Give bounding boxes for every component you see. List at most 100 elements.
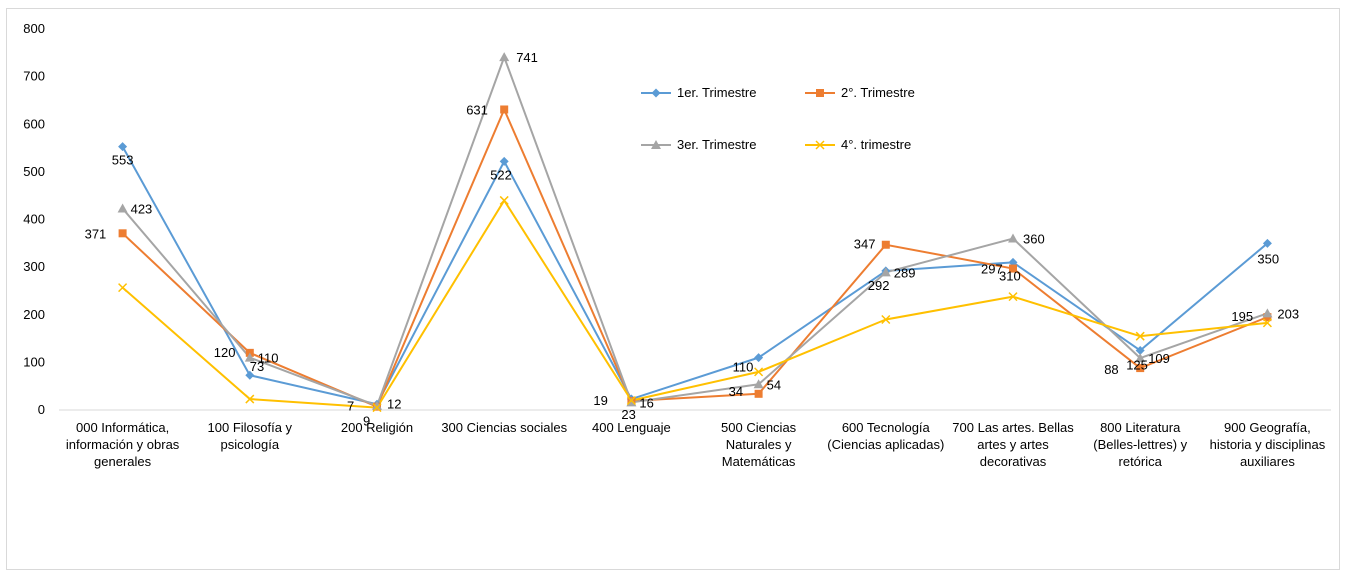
- data-point: [499, 52, 510, 62]
- x-stroke: [499, 195, 509, 205]
- data-label: 88: [1104, 362, 1118, 377]
- x-stroke: [815, 140, 825, 150]
- data-point: [372, 400, 382, 410]
- legend-item: 1er. Trimestre: [641, 85, 756, 100]
- x-stroke: [118, 283, 128, 293]
- data-label: 110: [258, 351, 279, 366]
- legend-label: 3er. Trimestre: [677, 137, 756, 152]
- y-tick-label: 300: [23, 259, 45, 274]
- data-label: 203: [1277, 306, 1299, 321]
- x-stroke: [1262, 318, 1272, 328]
- legend-marker: [651, 140, 661, 149]
- data-point: [881, 240, 890, 249]
- data-label: 73: [250, 359, 264, 374]
- x-stroke: [626, 395, 636, 406]
- data-label: 347: [854, 237, 876, 252]
- x-tick-label: 200 Religión: [341, 420, 413, 435]
- data-point: [626, 395, 636, 406]
- x-tick-label: 600 Tecnología (Ciencias aplicadas): [827, 420, 944, 452]
- data-point: [118, 283, 128, 293]
- x-tick-label: 400 Lenguaje: [592, 420, 671, 435]
- y-tick-label: 800: [23, 21, 45, 36]
- x-tick-label: 300 Ciencias sociales: [441, 420, 567, 435]
- y-tick-label: 600: [23, 116, 45, 131]
- data-label: 297: [981, 262, 1003, 277]
- data-label: 23: [621, 407, 635, 422]
- data-label: 125: [1126, 357, 1148, 372]
- series-line-2: [121, 108, 1268, 408]
- data-point: [881, 314, 891, 325]
- data-point: [754, 353, 764, 363]
- data-label: 371: [85, 226, 107, 241]
- chart-area: 0 100 200 300 400 500 600 700 800 000 Informática…: [6, 8, 1340, 570]
- legend-marker: [816, 89, 824, 97]
- data-label: 54: [767, 377, 781, 392]
- data-labels: 553 73 12 522 23 110 292 310 125 350 371 120 7 631 19 3…: [85, 50, 1300, 429]
- data-point: [245, 394, 255, 404]
- x-stroke: [1135, 331, 1145, 341]
- data-label: 522: [490, 167, 512, 182]
- series-line-1: [121, 146, 1269, 406]
- data-point: [118, 142, 128, 152]
- x-tick-label: 800 Literatura (Belles-lettres) y retórica: [1093, 420, 1187, 469]
- data-point: [754, 367, 764, 377]
- data-label: 16: [639, 395, 653, 410]
- data-point: [499, 195, 509, 205]
- data-label: 292: [868, 278, 890, 293]
- data-point: [1009, 264, 1017, 273]
- data-label: 310: [999, 268, 1021, 283]
- series-markers: [117, 52, 1273, 413]
- data-point: [244, 352, 255, 362]
- data-label: 360: [1023, 232, 1045, 247]
- data-point: [372, 403, 382, 413]
- line-chart: 0 100 200 300 400 500 600 700 800 000 Informática…: [23, 21, 1331, 469]
- data-label: 7: [347, 399, 354, 414]
- x-tick-label: 700 Las artes. Bellas artes y artes decora…: [952, 420, 1074, 469]
- data-label: 120: [214, 345, 236, 360]
- x-tick-label: 100 Filosofía y psicología: [208, 420, 293, 452]
- data-point: [753, 379, 764, 389]
- series-line-4: [121, 199, 1268, 409]
- legend-item: 4°. trimestre: [805, 137, 911, 152]
- axes: 0 100 200 300 400 500 600 700 800 000 Informática…: [23, 21, 1331, 469]
- series-lines: [121, 56, 1269, 409]
- data-label: 553: [112, 153, 134, 168]
- x-stroke: [754, 367, 764, 377]
- legend-item: 2°. Trimestre: [805, 85, 915, 100]
- legend-label: 1er. Trimestre: [677, 85, 756, 100]
- data-point: [1136, 364, 1145, 373]
- legend-label: 2°. Trimestre: [841, 85, 915, 100]
- x-stroke: [1008, 292, 1018, 302]
- data-point: [500, 105, 509, 114]
- legend: 1er. Trimestre 2°. Trimestre 3er. Trimestr…: [641, 85, 915, 152]
- y-tick-label: 100: [23, 354, 45, 369]
- data-label: 110: [733, 360, 754, 375]
- y-tick-label: 200: [23, 307, 45, 322]
- data-label: 12: [387, 396, 401, 411]
- data-label: 350: [1257, 251, 1279, 266]
- y-tick-label: 700: [23, 69, 45, 84]
- data-point: [626, 397, 637, 407]
- data-label: 34: [729, 384, 743, 399]
- x-stroke: [245, 394, 255, 404]
- data-label: 19: [593, 393, 607, 408]
- data-point: [499, 156, 509, 166]
- data-point: [1008, 233, 1018, 243]
- data-point: [754, 389, 763, 398]
- data-point: [1262, 318, 1272, 328]
- data-point: [1135, 345, 1145, 355]
- y-tick-label: 500: [23, 164, 45, 179]
- x-tick-label: 000 Informática, información y obras gener…: [66, 420, 180, 469]
- data-point: [1135, 353, 1146, 363]
- data-point: [1008, 292, 1018, 302]
- legend-marker: [651, 88, 661, 98]
- legend-label: 4°. trimestre: [841, 137, 911, 152]
- data-point: [880, 267, 891, 277]
- data-point: [118, 229, 127, 238]
- series-line-3: [121, 56, 1268, 407]
- data-label: 289: [894, 265, 916, 280]
- legend-item: 3er. Trimestre: [641, 137, 756, 152]
- data-point: [1262, 238, 1272, 248]
- x-stroke: [881, 314, 891, 325]
- data-label: 741: [516, 50, 538, 65]
